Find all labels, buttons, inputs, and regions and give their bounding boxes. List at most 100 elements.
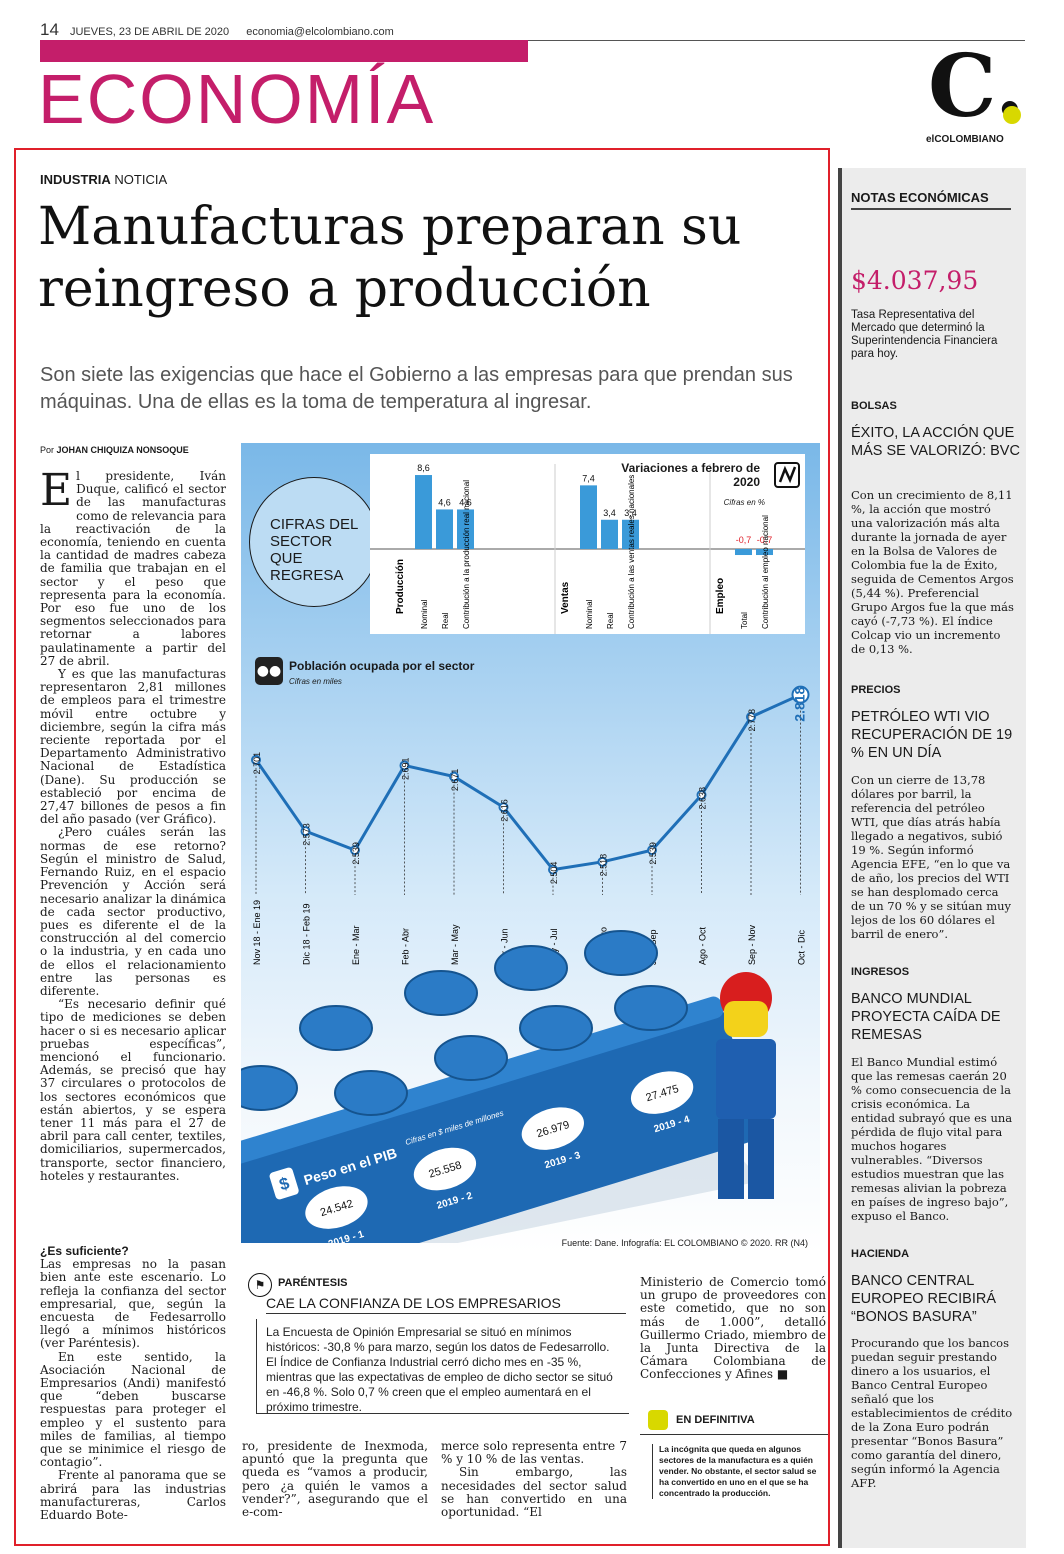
section-color-bar	[40, 40, 528, 62]
note-category: INGRESOS	[851, 966, 910, 978]
sidebar-bar	[838, 168, 842, 1548]
x-tick-label: May - Jul	[549, 928, 559, 965]
exchange-rate-caption: Tasa Representativa del Mercado que dete…	[851, 309, 998, 360]
bar-category: Total	[740, 612, 749, 629]
divider	[851, 208, 1011, 210]
data-point	[696, 789, 707, 800]
section-title: ECONOMÍA	[38, 60, 436, 138]
sidebar-title: NOTAS ECONÓMICAS	[851, 190, 989, 205]
gdp-value-badge	[630, 1071, 694, 1114]
x-tick-label: Nov 18 - Ene 19	[252, 900, 262, 965]
bar-category: Nominal	[585, 599, 594, 629]
top-rule	[40, 40, 1025, 41]
brick-studs	[241, 930, 688, 1116]
point-label: 2.539	[351, 842, 361, 865]
point-label: 2.616	[500, 799, 510, 822]
byline-author: JOHAN CHIQUIZA NONSOQUE	[56, 445, 189, 455]
newspaper-logo: C. elCOLOMBIANO	[920, 44, 1030, 148]
group-label: Empleo	[715, 578, 726, 614]
issue-date: JUEVES, 23 DE ABRIL DE 2020	[69, 26, 230, 38]
note-text: Con un crecimiento de 8,11 %, la acción …	[851, 488, 1014, 656]
bar	[436, 509, 453, 549]
parentesis-label: PARÉNTESIS	[278, 1277, 348, 1289]
divider	[640, 1434, 828, 1435]
section-email: economia@elcolombiano.com	[246, 26, 394, 38]
paragraph: Y es que las manufacturas representaron …	[40, 667, 226, 827]
bar-category: Contribución a las ventas reales naciona…	[627, 475, 636, 629]
paragraph: Las empresas no la pasan bien ante este …	[40, 1257, 226, 1351]
x-tick-label: Abr - Jun	[500, 928, 510, 965]
bar-category: Real	[606, 612, 615, 629]
data-point	[251, 754, 261, 765]
article-kicker: INDUSTRIA NOTICIA	[40, 172, 167, 187]
en-definitiva-box: EN DEFINITIVA La incógnita que queda en …	[640, 1408, 828, 1518]
data-point	[350, 845, 360, 856]
note-category: PRECIOS	[851, 684, 901, 696]
summary-icon	[648, 1410, 668, 1430]
bar-value: 3,4	[603, 508, 616, 518]
note-headline: BANCO CENTRAL EUROPEO RECIBIRÁ “BONOS BA…	[851, 1273, 997, 1325]
point-label: 2.638	[698, 787, 708, 810]
gdp-brick-illustration: $ Peso en el PIB Cifras en $ miles de mi…	[241, 930, 776, 1243]
note-category: HACIENDA	[851, 1248, 910, 1260]
paragraph: ¿Pero cuáles serán las normas de ese ret…	[40, 825, 226, 998]
variations-chart: Producción8,6Nominal4,6Real4,6Contribuci…	[370, 463, 805, 634]
bar	[415, 475, 432, 549]
data-point	[498, 802, 509, 813]
data-point	[399, 760, 410, 771]
x-tick-label: Sep - Nov	[747, 924, 757, 965]
notas-economicas-sidebar: NOTAS ECONÓMICAS $4.037,95 Tasa Represen…	[838, 168, 1026, 1548]
byline-prefix: Por	[40, 445, 55, 455]
data-point	[449, 771, 459, 782]
bar	[756, 549, 773, 556]
parentesis-border	[256, 1319, 629, 1414]
bar-category: Real	[441, 612, 450, 629]
parentesis-title: CAE LA CONFIANZA DE LOS EMPRESARIOS	[266, 1295, 626, 1314]
point-label: 2.573	[302, 823, 312, 846]
kicker-section: INDUSTRIA	[40, 172, 111, 187]
note-text: El Banco Mundial estimó que las remesas …	[851, 1055, 1013, 1223]
point-label: 2.701	[252, 752, 262, 775]
data-point	[791, 685, 810, 704]
point-label: 2.818	[792, 686, 808, 721]
population-title: Población ocupada por el sector	[289, 659, 475, 673]
point-label: 2.504	[549, 862, 559, 885]
body-column-4: Ministerio de Comercio tomó un grupo de …	[640, 1275, 826, 1382]
byline: Por JOHAN CHIQUIZA NONSOQUE	[40, 445, 189, 455]
bar	[580, 485, 597, 549]
data-point	[746, 711, 756, 722]
en-definitiva-label: EN DEFINITIVA	[676, 1414, 755, 1426]
body-column-3: merce solo representa entre 7 % y 10 % d…	[441, 1439, 627, 1519]
series-line	[254, 693, 802, 872]
bar-value: -0,7	[757, 535, 773, 545]
bar-value: 3,4	[624, 508, 637, 518]
x-tick-label: Feb - Abr	[401, 928, 411, 965]
group-label: Ventas	[560, 581, 571, 614]
bar	[622, 519, 639, 549]
x-tick-label: Mar - May	[450, 924, 460, 965]
page-number: 14	[40, 20, 59, 39]
bar	[735, 549, 752, 556]
population-unit: Cifras en miles	[289, 677, 342, 686]
note-headline: PETRÓLEO WTI VIO RECUPERACIÓN DE 19 % EN…	[851, 709, 1013, 761]
data-point	[548, 864, 558, 875]
paragraph: En este sentido, la Asociación Nacional …	[40, 1349, 226, 1470]
en-definitiva-text: La incógnita que queda en algunos sector…	[652, 1444, 821, 1499]
people-icon: ●●	[255, 657, 283, 685]
body-column-1-lower: ¿Es suficiente? Las empresas no la pasan…	[40, 1244, 226, 1523]
logo-dot-icon	[1003, 106, 1021, 124]
point-label: 2.691	[401, 757, 411, 780]
point-label: 2.518	[599, 854, 609, 877]
gdp-value-badge	[521, 1107, 584, 1150]
x-tick-label: Ene - Mar	[351, 925, 361, 965]
body-column-2: ro, presidente de Inexmoda, apuntó que l…	[242, 1439, 428, 1520]
bar	[457, 509, 474, 549]
paragraph: Frente al panorama que se abrirá para la…	[40, 1468, 226, 1523]
cifras-label: CIFRAS DEL SECTOR QUE REGRESA	[270, 516, 358, 584]
variations-unit: Cifras en %	[723, 498, 765, 507]
note-category: BOLSAS	[851, 400, 897, 412]
logo-name: elCOLOMBIANO	[926, 134, 1004, 145]
paragraph: merce solo representa entre 7 % y 10 % d…	[441, 1439, 627, 1467]
article-frame	[14, 148, 830, 1546]
